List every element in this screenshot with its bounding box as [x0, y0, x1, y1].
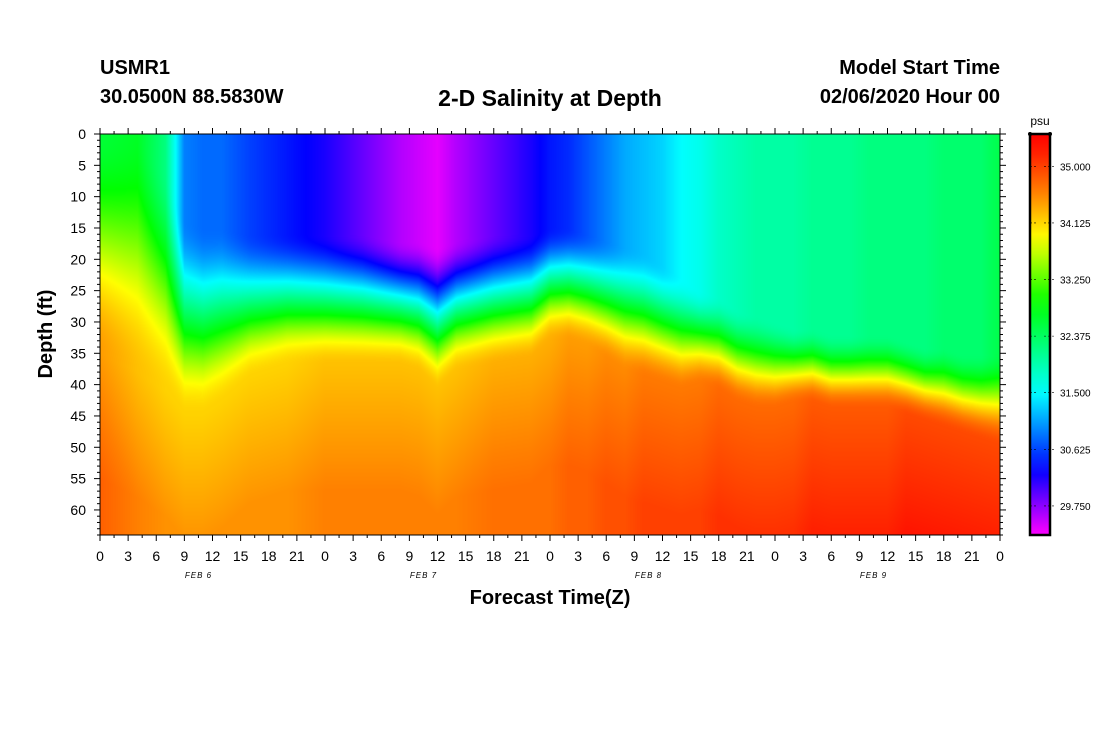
station-id: USMR1 [100, 57, 171, 79]
y-tick-label: 55 [70, 471, 86, 487]
x-tick-label: 18 [261, 548, 277, 564]
colorbar: psu 35.000 34.125 33.250 32.375 31.500 30.625 2… [1028, 114, 1091, 537]
x-tick-label: 3 [799, 548, 807, 564]
y-tick-label: 60 [70, 502, 86, 518]
colorbar-tick-label: 31.500 [1060, 389, 1091, 400]
x-tick-label: 18 [936, 548, 952, 564]
x-tick-label: 6 [827, 548, 835, 564]
x-tick-label: 9 [855, 548, 863, 564]
y-tick-label: 20 [70, 251, 86, 267]
x-day-label: FEB 6 [185, 571, 212, 580]
y-tick-label: 50 [70, 439, 86, 455]
station-coordinates: 30.0500N 88.5830W [100, 86, 284, 108]
x-day-label: FEB 7 [410, 571, 437, 580]
y-tick-label: 40 [70, 377, 86, 393]
x-tick-label: 0 [996, 548, 1004, 564]
axes-layer: 0 3 6 9 12 15 18 21 0 3 6 9 12 15 18 21 0 3 6 9 12 15 18 21 0 3 6 9… [70, 126, 1006, 580]
y-tick-label: 25 [70, 283, 86, 299]
y-tick-label: 10 [70, 189, 86, 205]
x-tick-label: 9 [405, 548, 413, 564]
y-tick-label: 15 [70, 220, 86, 236]
colorbar-unit: psu [1030, 114, 1049, 128]
y-tick-label: 5 [78, 157, 86, 173]
x-tick-label: 21 [289, 548, 305, 564]
x-tick-label: 12 [655, 548, 671, 564]
x-tick-label: 0 [96, 548, 104, 564]
x-tick-label: 12 [205, 548, 221, 564]
colorbar-gradient [1028, 132, 1052, 537]
x-tick-label: 6 [152, 548, 160, 564]
x-tick-label: 21 [514, 548, 530, 564]
x-tick-label: 3 [124, 548, 132, 564]
x-tick-label: 15 [458, 548, 474, 564]
x-tick-label: 15 [233, 548, 249, 564]
x-tick-label: 15 [683, 548, 699, 564]
heatmap-layer [100, 134, 1000, 535]
x-tick-label: 15 [908, 548, 924, 564]
model-start-label: Model Start Time [839, 57, 1000, 79]
x-tick-label: 18 [486, 548, 502, 564]
y-tick-label: 35 [70, 345, 86, 361]
x-axis-label: Forecast Time(Z) [470, 587, 631, 609]
x-day-label: FEB 8 [635, 571, 662, 580]
y-axis-label: Depth (ft) [35, 290, 57, 379]
colorbar-tick-label: 30.625 [1060, 445, 1091, 456]
x-tick-label: 6 [602, 548, 610, 564]
colorbar-tick-label: 29.750 [1060, 502, 1091, 513]
y-tick-label: 45 [70, 408, 86, 424]
colorbar-tick-label: 33.250 [1060, 276, 1091, 287]
colorbar-tick-label: 35.000 [1060, 162, 1091, 173]
chart-title: 2-D Salinity at Depth [438, 85, 662, 111]
y-tick-label: 30 [70, 314, 86, 330]
x-tick-label: 3 [574, 548, 582, 564]
x-tick-label: 0 [771, 548, 779, 564]
x-tick-label: 9 [180, 548, 188, 564]
x-tick-label: 21 [739, 548, 755, 564]
x-tick-label: 18 [711, 548, 727, 564]
salinity-heatmap [100, 134, 1000, 535]
x-tick-label: 0 [321, 548, 329, 564]
colorbar-corner-dot [1028, 132, 1032, 136]
model-start-value: 02/06/2020 Hour 00 [819, 86, 1000, 108]
x-tick-label: 3 [349, 548, 357, 564]
x-tick-label: 9 [630, 548, 638, 564]
x-tick-label: 12 [430, 548, 446, 564]
colorbar-tick-label: 32.375 [1060, 332, 1091, 343]
y-tick-label: 0 [78, 126, 86, 142]
x-tick-label: 12 [880, 548, 896, 564]
colorbar-corner-dot [1048, 132, 1052, 136]
x-tick-label: 21 [964, 548, 980, 564]
x-day-label: FEB 9 [860, 571, 887, 580]
x-tick-label: 6 [377, 548, 385, 564]
x-tick-label: 0 [546, 548, 554, 564]
colorbar-tick-label: 34.125 [1060, 219, 1091, 230]
